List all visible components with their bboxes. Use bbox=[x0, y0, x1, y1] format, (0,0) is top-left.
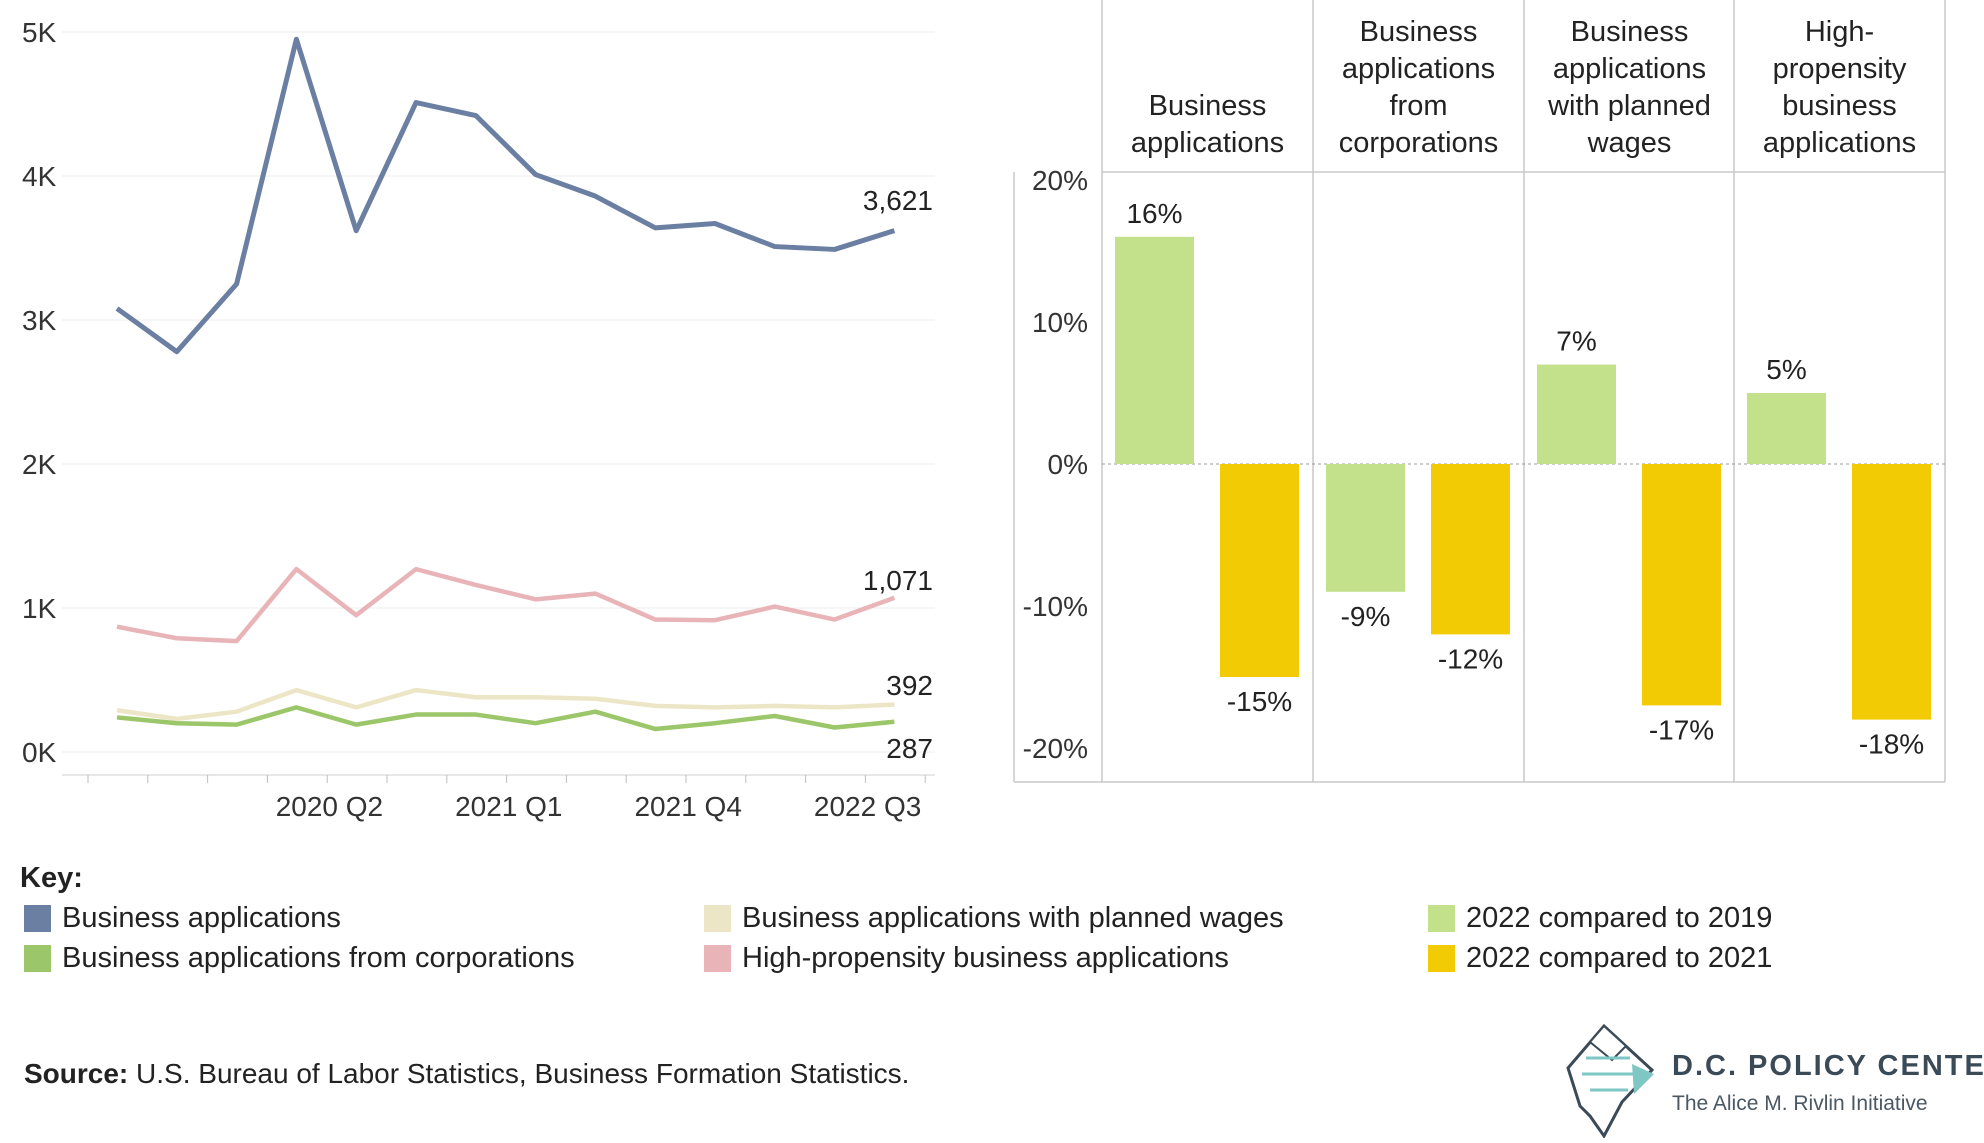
legend-label: Business applications with planned wages bbox=[742, 902, 1284, 935]
category-header: Business bbox=[1571, 16, 1689, 48]
legend-swatch bbox=[1428, 945, 1455, 972]
y-tick-label: -10% bbox=[1023, 591, 1088, 622]
legend-label: 2022 compared to 2021 bbox=[1466, 942, 1772, 975]
bar bbox=[1852, 464, 1931, 720]
bar bbox=[1747, 393, 1826, 464]
legend-item-planned-wages: Business applications with planned wages bbox=[704, 902, 1284, 935]
legend-title: Key: bbox=[20, 862, 83, 895]
y-tick-label: -20% bbox=[1023, 733, 1088, 764]
bar-chart: 20% 10% 0% -10% -20% Business applications Busi… bbox=[0, 0, 1984, 830]
legend-item-2022-vs-2021: 2022 compared to 2021 bbox=[1428, 942, 1772, 975]
category-header: applications bbox=[1553, 53, 1706, 85]
legend-label: 2022 compared to 2019 bbox=[1466, 902, 1772, 935]
bar-value-label: -18% bbox=[1859, 729, 1924, 760]
legend-label: Business applications bbox=[62, 902, 341, 935]
bar bbox=[1537, 365, 1616, 464]
y-tick-label: 10% bbox=[1032, 307, 1088, 338]
y-tick-label: 0% bbox=[1048, 449, 1088, 480]
category-header: propensity bbox=[1773, 53, 1907, 85]
legend-item-high-propensity: High-propensity business applications bbox=[704, 942, 1229, 975]
category-header: applications bbox=[1131, 127, 1284, 159]
legend-item-2022-vs-2019: 2022 compared to 2019 bbox=[1428, 902, 1772, 935]
legend-label: Business applications from corporations bbox=[62, 942, 575, 975]
legend-swatch bbox=[1428, 905, 1455, 932]
legend-item-corporations: Business applications from corporations bbox=[24, 942, 575, 975]
legend-label: High-propensity business applications bbox=[742, 942, 1229, 975]
source-note: Source: U.S. Bureau of Labor Statistics,… bbox=[24, 1058, 909, 1090]
bar-value-label: -9% bbox=[1341, 601, 1391, 632]
logo: D.C. POLICY CENTER The Alice M. Rivlin I… bbox=[1560, 1018, 1980, 1138]
bar-value-label: -15% bbox=[1227, 686, 1292, 717]
logo-subtitle: The Alice M. Rivlin Initiative bbox=[1672, 1092, 1928, 1116]
category-header: applications bbox=[1763, 127, 1916, 159]
legend-swatch bbox=[704, 905, 731, 932]
legend: Key: Business applications Business appl… bbox=[20, 862, 1980, 1002]
category-header: corporations bbox=[1339, 127, 1499, 159]
logo-name: D.C. POLICY CENTER bbox=[1672, 1050, 1984, 1083]
category-header: business bbox=[1782, 90, 1896, 122]
y-tick-label: 20% bbox=[1032, 165, 1088, 196]
bar-value-label: 5% bbox=[1766, 354, 1806, 385]
source-text: U.S. Bureau of Labor Statistics, Busines… bbox=[128, 1058, 909, 1089]
source-label: Source: bbox=[24, 1058, 128, 1089]
category-header: from bbox=[1390, 90, 1448, 122]
bar bbox=[1220, 464, 1299, 677]
bar-value-label: 7% bbox=[1556, 326, 1596, 357]
category-header: with planned bbox=[1547, 90, 1711, 122]
category-header: applications bbox=[1342, 53, 1495, 85]
category-header: High- bbox=[1805, 16, 1874, 48]
legend-swatch bbox=[24, 945, 51, 972]
category-header: Business bbox=[1360, 16, 1478, 48]
bar-value-label: 16% bbox=[1126, 198, 1182, 229]
legend-swatch bbox=[704, 945, 731, 972]
bar bbox=[1642, 464, 1721, 705]
bar bbox=[1115, 237, 1194, 464]
bar-value-label: -17% bbox=[1649, 714, 1714, 745]
category-header: wages bbox=[1587, 127, 1672, 159]
dc-map-icon bbox=[1560, 1018, 1660, 1138]
bar-value-label: -12% bbox=[1438, 643, 1503, 674]
legend-item-business-applications: Business applications bbox=[24, 902, 341, 935]
bar bbox=[1326, 464, 1405, 592]
category-header: Business bbox=[1149, 90, 1267, 122]
bar bbox=[1431, 464, 1510, 634]
legend-swatch bbox=[24, 905, 51, 932]
